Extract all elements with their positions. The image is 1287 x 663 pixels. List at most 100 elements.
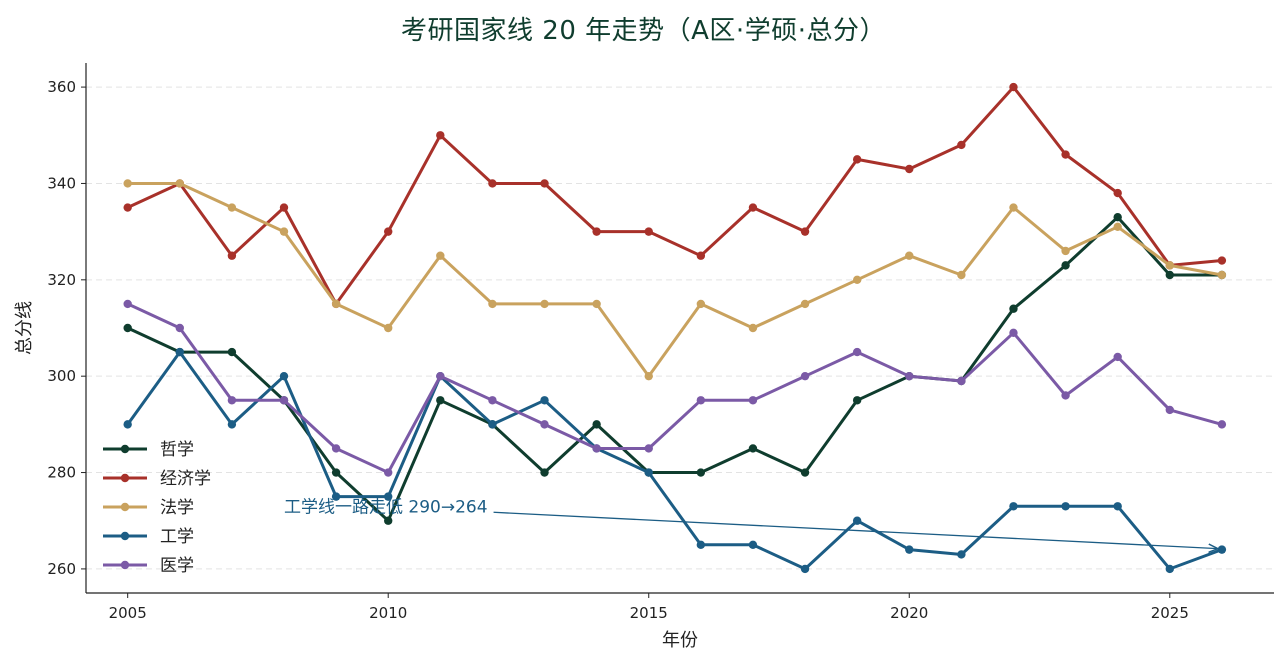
data-point-2-2012 [488, 299, 497, 309]
data-point-3-2007 [227, 420, 237, 429]
data-point-3-2013 [540, 396, 549, 405]
data-point-0-2017 [748, 444, 758, 453]
data-point-2-2023 [1061, 246, 1070, 256]
legend-swatch-marker-3 [120, 531, 130, 541]
data-point-2-2020 [905, 251, 914, 260]
series-group [123, 82, 1227, 574]
x-axis-label: 年份 [662, 630, 698, 651]
data-point-0-2010 [384, 516, 393, 525]
data-point-4-2012 [488, 396, 497, 405]
legend-label-2: 法学 [160, 498, 194, 518]
data-point-2-2026 [1217, 270, 1227, 280]
legend-swatch-marker-4 [120, 560, 130, 570]
series-3 [123, 347, 1227, 574]
x-tick-label-2005: 2005 [109, 604, 147, 622]
data-point-3-2017 [748, 540, 758, 550]
series-line-0 [126, 215, 1224, 523]
legend-swatch-marker-1 [120, 473, 130, 483]
data-point-1-2008 [279, 203, 289, 212]
data-point-3-2008 [279, 371, 289, 381]
data-point-3-2009 [331, 492, 341, 501]
data-point-0-2013 [540, 468, 549, 477]
data-point-3-2016 [696, 540, 706, 550]
legend-item-1: 经济学 [103, 469, 211, 489]
legend-label-0: 哲学 [160, 440, 194, 460]
data-point-4-2015 [644, 444, 653, 453]
data-point-2-2016 [696, 299, 706, 309]
data-point-3-2019 [852, 516, 862, 525]
data-point-4-2018 [800, 371, 810, 381]
data-point-1-2011 [436, 131, 445, 140]
legend-swatch-marker-2 [120, 502, 130, 512]
data-point-1-2017 [748, 203, 758, 212]
data-point-4-2007 [227, 396, 237, 405]
data-point-3-2010 [384, 492, 393, 501]
x-tick-label-2015: 2015 [630, 604, 668, 622]
data-point-3-2021 [957, 550, 966, 559]
data-point-1-2005 [123, 203, 132, 212]
data-point-2-2019 [852, 275, 862, 285]
legend-item-3: 工学 [103, 527, 194, 547]
data-point-4-2022 [1009, 328, 1018, 338]
data-point-4-2017 [748, 396, 758, 405]
axes: 260 280 300 320 340 360 2005 2010 2015 2020 2025 年份… [14, 63, 1274, 651]
annotation: 工学线一路走低 290→264 [284, 497, 1218, 548]
x-tick-label-2010: 2010 [369, 604, 407, 622]
data-point-4-2013 [540, 420, 549, 429]
data-point-3-2020 [905, 545, 914, 554]
data-point-1-2014 [592, 227, 601, 236]
data-point-3-2012 [488, 420, 497, 429]
data-point-4-2026 [1217, 420, 1227, 429]
data-point-3-2005 [123, 420, 132, 429]
data-point-0-2011 [436, 396, 445, 405]
series-line-3 [126, 350, 1224, 571]
legend-label-4: 医学 [160, 556, 194, 576]
data-point-0-2016 [696, 468, 706, 477]
data-point-1-2019 [852, 155, 862, 164]
data-point-3-2026 [1217, 545, 1227, 554]
data-point-3-2023 [1061, 502, 1070, 511]
y-tick-label-340: 340 [47, 174, 76, 192]
chart-title: 考研国家线 20 年走势（A区·学硕·总分） [401, 16, 886, 46]
series-2 [123, 179, 1227, 381]
data-point-3-2015 [644, 468, 653, 477]
data-point-4-2025 [1165, 405, 1174, 415]
data-point-3-2006 [175, 347, 184, 357]
data-point-2-2009 [331, 299, 341, 309]
data-point-2-2007 [227, 203, 237, 212]
data-point-3-2018 [800, 564, 810, 574]
data-point-3-2024 [1113, 502, 1122, 511]
data-point-2-2024 [1113, 222, 1122, 232]
data-point-1-2023 [1061, 150, 1070, 159]
data-point-4-2021 [957, 376, 966, 386]
series-1 [123, 82, 1227, 309]
data-point-2-2013 [540, 299, 549, 309]
data-point-2-2017 [748, 323, 758, 333]
data-point-2-2015 [644, 371, 653, 381]
data-point-0-2014 [592, 420, 601, 429]
data-point-0-2009 [331, 468, 341, 477]
data-point-0-2005 [123, 323, 132, 333]
data-point-4-2023 [1061, 391, 1070, 400]
data-point-1-2020 [905, 164, 914, 174]
y-axis-label: 总分线 [14, 301, 35, 355]
data-point-2-2022 [1009, 203, 1018, 212]
data-point-1-2022 [1009, 82, 1018, 92]
data-point-4-2024 [1113, 352, 1122, 362]
x-tick-label-2020: 2020 [890, 604, 928, 622]
data-point-2-2010 [384, 323, 393, 333]
data-point-1-2021 [957, 140, 966, 150]
data-point-0-2018 [800, 468, 810, 477]
data-point-4-2005 [123, 299, 132, 309]
data-point-0-2025 [1165, 270, 1174, 280]
data-point-2-2021 [957, 270, 966, 280]
y-tick-label-280: 280 [47, 464, 76, 482]
legend-item-0: 哲学 [103, 440, 194, 460]
data-point-1-2024 [1113, 188, 1122, 198]
grid-lines [86, 86, 1274, 570]
y-tick-label-320: 320 [47, 271, 76, 289]
legend-label-1: 经济学 [160, 469, 211, 489]
data-point-1-2026 [1217, 256, 1227, 265]
annotation-arrow [493, 511, 1218, 548]
series-line-2 [126, 182, 1224, 378]
